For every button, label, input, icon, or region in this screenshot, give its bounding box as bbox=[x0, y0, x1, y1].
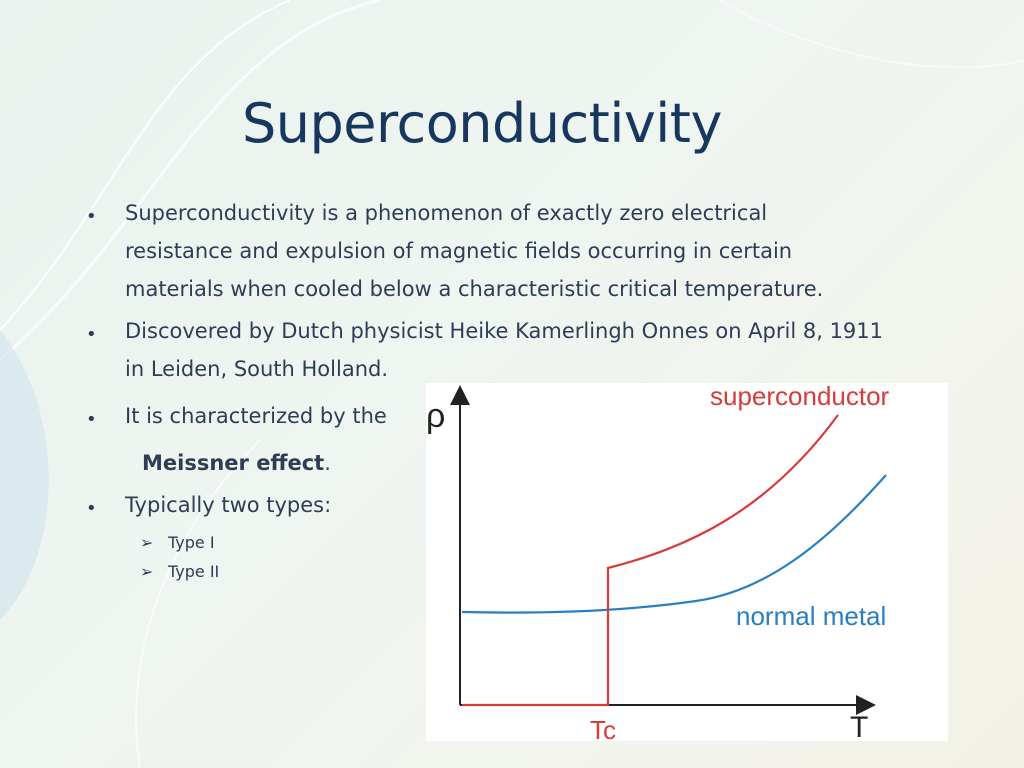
bullet-1-line-2: resistance and expulsion of magnetic fie… bbox=[125, 239, 793, 263]
x-tick-label-tc: Tc bbox=[590, 715, 616, 741]
sub-item-label: Type I bbox=[168, 533, 215, 552]
bullet-2-line-2: in Leiden, South Holland. bbox=[125, 357, 389, 381]
bullet-marker: • bbox=[86, 324, 97, 345]
bullet-1-line-3: materials when cooled below a characteri… bbox=[125, 277, 824, 301]
bullet-1-line-1: Superconductivity is a phenomenon of exa… bbox=[125, 201, 768, 225]
sub-item-type-2: ➢ Type II bbox=[140, 562, 219, 581]
legend-label-superconductor: superconductor bbox=[710, 383, 890, 411]
meissner-effect-term: Meissner effect bbox=[142, 451, 325, 475]
slide-title: Superconductivity bbox=[242, 92, 722, 155]
bullet-4-line-1: Typically two types: bbox=[125, 493, 332, 517]
bullet-2-line-1: Discovered by Dutch physicist Heike Kame… bbox=[125, 319, 884, 343]
legend-label-normal-metal: normal metal bbox=[736, 601, 886, 631]
sub-item-type-1: ➢ Type I bbox=[140, 533, 215, 552]
resistivity-chart: ρ T Tc superconductor normal metal bbox=[426, 383, 948, 741]
y-axis-label: ρ bbox=[426, 397, 445, 435]
series-normal-metal-line bbox=[461, 474, 887, 614]
emphasis-suffix: . bbox=[324, 451, 331, 475]
bullet-marker: • bbox=[86, 498, 97, 519]
bullet-marker: • bbox=[86, 409, 97, 430]
series-superconductor-line bbox=[462, 414, 839, 707]
arrow-bullet-icon: ➢ bbox=[140, 562, 154, 581]
bullet-3-line-1: It is characterized by the bbox=[125, 404, 387, 428]
chart-svg: ρ T Tc superconductor normal metal bbox=[426, 383, 890, 741]
sub-item-label: Type II bbox=[168, 562, 220, 581]
x-axis-label: T bbox=[850, 711, 868, 741]
arrow-bullet-icon: ➢ bbox=[140, 533, 154, 552]
bullet-3-emphasis-line: Meissner effect. bbox=[142, 444, 331, 482]
bullet-marker: • bbox=[86, 206, 97, 227]
